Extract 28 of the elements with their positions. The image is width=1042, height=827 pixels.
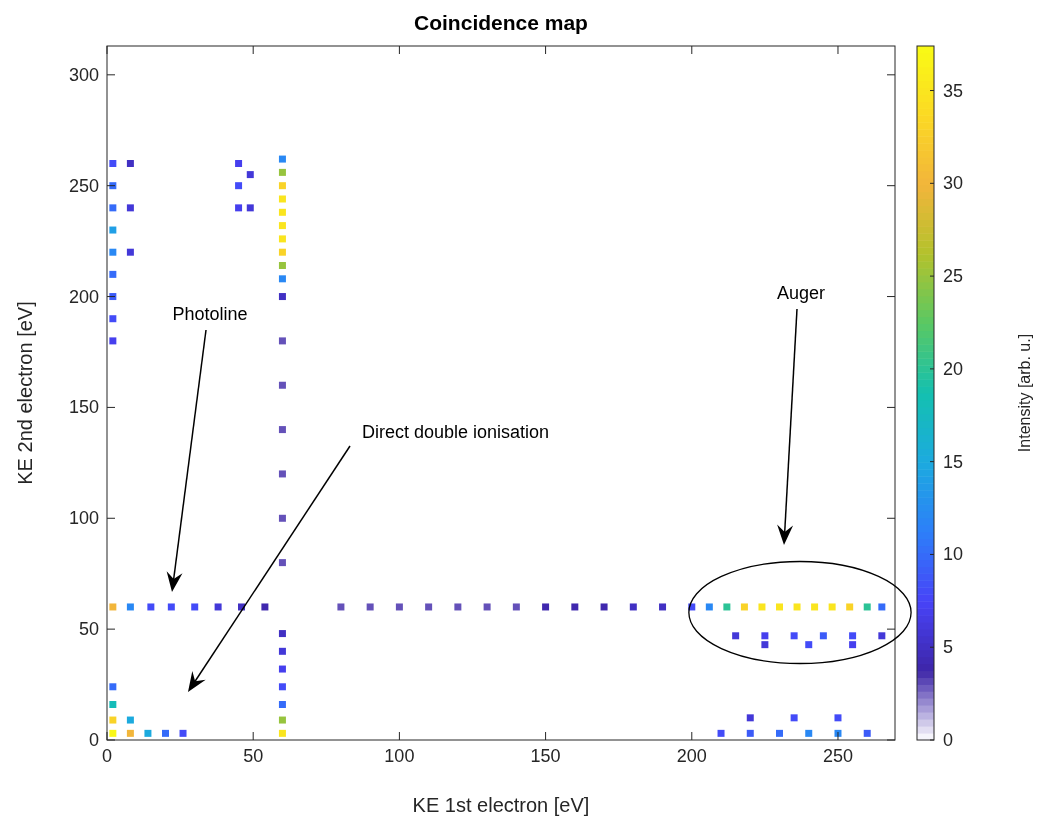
- y-tick-label: 150: [68, 397, 99, 418]
- x-tick-label: 200: [676, 746, 707, 766]
- y-tick-label: 200: [68, 286, 99, 307]
- color-bar-label: 25: [943, 266, 964, 287]
- x-tick-label: 50: [243, 746, 264, 766]
- color-bar-label: 0: [943, 730, 954, 750]
- y-tick-label: 250: [68, 175, 99, 196]
- y-tick-label: 0: [88, 730, 99, 750]
- color-bar-label: 5: [943, 637, 954, 658]
- y-tick-label: 300: [68, 64, 99, 85]
- y-tick-label: 100: [68, 508, 99, 529]
- x-tick-label: 150: [530, 746, 561, 766]
- annotation: Photoline: [172, 304, 248, 324]
- color-bar-label: 10: [943, 544, 964, 565]
- x-tick-label: 0: [101, 746, 113, 766]
- y-tick-label: 50: [78, 619, 99, 640]
- chart-title: Coincidence map: [414, 11, 588, 34]
- annotation: Direct double ionisation: [362, 422, 550, 442]
- x-tick-label: 100: [384, 746, 415, 766]
- y-axis-title: KE 2nd electron [eV]: [14, 301, 36, 485]
- color-bar-label: 35: [943, 80, 964, 101]
- color-bar-title: Intensity [arb. u.]: [1016, 333, 1033, 453]
- color-bar-label: 20: [943, 358, 964, 379]
- color-bar-label: 30: [943, 173, 964, 194]
- x-axis-title: KE 1st electron [eV]: [412, 794, 590, 816]
- color-bar-label: 15: [943, 451, 964, 472]
- x-tick-label: 250: [822, 746, 854, 766]
- annotation: Auger: [776, 283, 826, 303]
